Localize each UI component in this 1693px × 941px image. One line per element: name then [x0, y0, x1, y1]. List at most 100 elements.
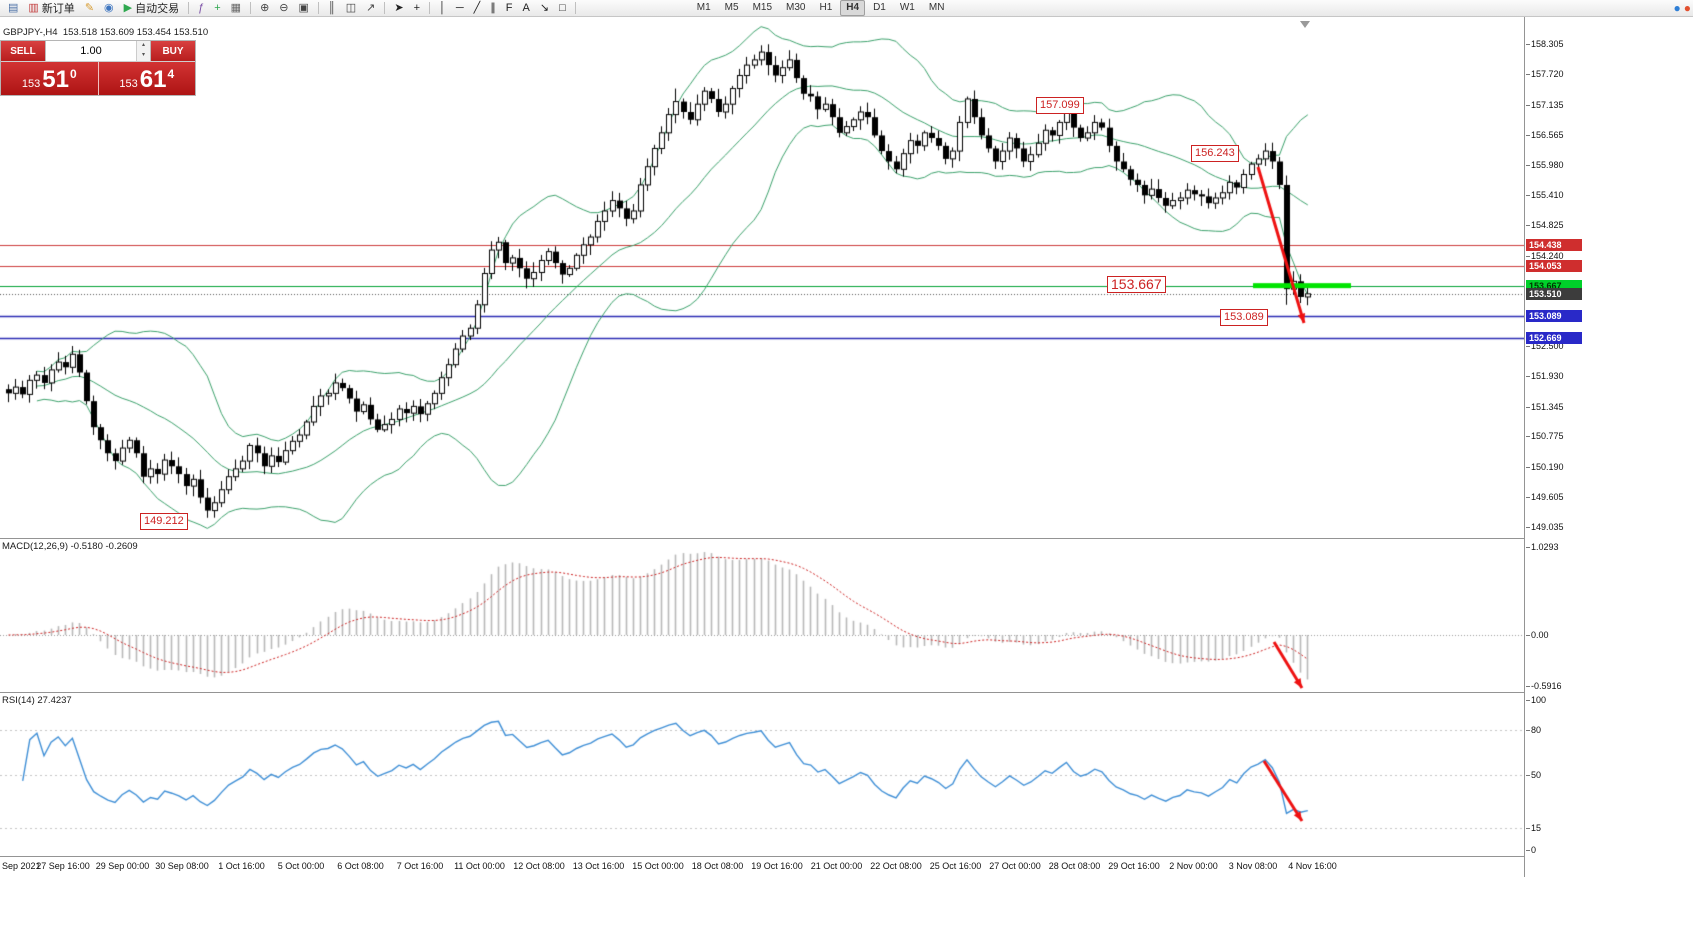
toolbar-separator	[574, 2, 576, 14]
ohlc-values: 153.518 153.609 153.454 153.510	[62, 27, 209, 38]
crosshair-icon[interactable]: +	[410, 0, 424, 17]
time-label: 27 Oct 00:00	[989, 861, 1041, 871]
price-tick: 158.305	[1526, 39, 1564, 49]
volume-up-button[interactable]: ▴	[137, 41, 150, 51]
vline-tool-icon[interactable]: │	[435, 0, 450, 17]
community-icon[interactable]: ◉	[100, 0, 118, 17]
rsi-canvas[interactable]	[0, 693, 1524, 856]
time-label: 2 Nov 00:00	[1169, 861, 1218, 871]
new-chart-icon[interactable]: ▤	[4, 0, 22, 17]
buy-button[interactable]: BUY	[151, 41, 195, 61]
price-tick: 155.410	[1526, 189, 1564, 200]
trendline-tool-icon: ╱	[473, 1, 481, 14]
cursor-icon: ➤	[394, 1, 404, 14]
add-object-icon[interactable]: +	[210, 0, 224, 17]
rsi-axis-tick: 15	[1525, 822, 1542, 833]
volume-input[interactable]	[46, 41, 136, 61]
time-label: 19 Oct 16:00	[751, 861, 803, 871]
toolbar-separator	[250, 2, 252, 14]
price-label-object[interactable]: 153.089	[1220, 309, 1268, 326]
community-badge-icon[interactable]: ●	[1673, 1, 1681, 15]
rsi-axis-tick: 50	[1525, 770, 1542, 780]
price-label-object[interactable]: 157.099	[1036, 97, 1084, 114]
rsi-axis-tick: 0	[1525, 845, 1537, 855]
new-order-button[interactable]: ▥ 新订单	[24, 0, 78, 17]
indicators-icon[interactable]: ƒ	[194, 0, 208, 17]
zoom-out-icon[interactable]: ⊖	[275, 0, 292, 17]
channel-tool-icon: ∥	[490, 1, 496, 14]
candlestick-chart-icon[interactable]: ◫	[342, 0, 360, 17]
fibonacci-tool-icon[interactable]: F	[502, 0, 517, 17]
arrow-tool-icon[interactable]: ↘	[536, 0, 553, 17]
shapes-tool-icon[interactable]: □	[555, 0, 570, 17]
autotrading-button: ▶	[123, 1, 133, 14]
zoom-out-icon: ⊖	[279, 1, 289, 14]
chart-shift-marker[interactable]	[1300, 21, 1310, 28]
timeframe-button-mn[interactable]: MN	[928, 2, 945, 13]
time-label: 5 Oct 00:00	[277, 861, 325, 871]
symbol-label: GBPJPY-,H4	[3, 27, 58, 38]
price-tick: 149.605	[1526, 492, 1564, 503]
price-label-object[interactable]: 156.243	[1191, 145, 1239, 162]
time-axis[interactable]: Sep 2021 27 Sep 16:00 29 Sep 00:00 30 Sep 0…	[0, 857, 1524, 877]
macd-label: MACD(12,26,9) -0.5180 -0.2609	[2, 541, 138, 552]
hline-tool-icon[interactable]: ─	[452, 0, 468, 17]
timeframe-button-d1[interactable]: D1	[873, 2, 886, 13]
autotrading-button[interactable]: ▶ 自动交易	[120, 0, 183, 17]
macd-axis-tick: 0.00	[1526, 630, 1549, 640]
macd-panel: MACD(12,26,9) -0.5180 -0.2609	[0, 539, 1524, 693]
toolbar-separator	[384, 2, 386, 14]
timeframe-button-m5[interactable]: M5	[724, 2, 739, 13]
bar-chart-icon[interactable]: ║	[324, 0, 340, 17]
templates-icon: ▦	[230, 1, 242, 14]
buy-price[interactable]: 153 61 4	[98, 62, 195, 95]
templates-icon[interactable]: ▦	[227, 0, 245, 17]
axis-price-tag: 152.669	[1526, 331, 1582, 344]
cursor-icon[interactable]: ➤	[390, 0, 407, 17]
main-chart-panel: GBPJPY-,H4 153.518 153.609 153.454 153.5…	[0, 17, 1524, 539]
timeframe-button-m1[interactable]: M1	[696, 2, 711, 13]
timeframe-button-h1[interactable]: H1	[819, 2, 833, 13]
channel-tool-icon[interactable]: ∥	[486, 0, 500, 17]
price-axis[interactable]: 158.305 157.720 157.135 156.565 155.980 155.4…	[1524, 17, 1693, 877]
line-chart-icon[interactable]: ↗	[362, 0, 379, 17]
macd-canvas[interactable]	[0, 539, 1524, 692]
metaeditor-icon[interactable]: ✎	[81, 0, 98, 17]
price-tick: 154.240	[1526, 250, 1564, 261]
main-chart-canvas[interactable]	[0, 17, 1524, 538]
time-label: 30 Sep 08:00	[155, 861, 209, 871]
text-tool-icon: A	[522, 1, 530, 14]
arrow-tool-icon: ↘	[539, 1, 550, 14]
time-label: 21 Oct 00:00	[810, 861, 863, 871]
price-label-object[interactable]: 153.667	[1107, 276, 1166, 293]
timeframe-button-m30[interactable]: M30	[786, 2, 806, 13]
macd-axis-tick: -0.5916	[1526, 680, 1562, 691]
one-click-trade-panel: SELL ▴ ▾ BUY 153 51 0 153	[0, 40, 196, 96]
toolbar-separator	[188, 2, 190, 14]
price-tick: 151.930	[1526, 371, 1564, 382]
time-label: 11 Oct 00:00	[454, 861, 505, 871]
sell-price[interactable]: 153 51 0	[1, 62, 99, 95]
price-tick: 154.825	[1526, 220, 1564, 231]
zoom-in-icon[interactable]: ⊕	[256, 0, 273, 17]
timeframe-button-m15[interactable]: M15	[752, 2, 773, 13]
rsi-label: RSI(14) 27.4237	[2, 695, 72, 706]
text-tool-icon[interactable]: A	[519, 0, 534, 17]
price-tick: 155.980	[1526, 160, 1564, 171]
price-tick: 157.720	[1526, 69, 1564, 80]
volume-down-button[interactable]: ▾	[137, 51, 150, 61]
price-label-object[interactable]: 149.212	[140, 513, 188, 530]
trendline-tool-icon[interactable]: ╱	[470, 0, 485, 17]
new-order-button-label: 新订单	[41, 3, 75, 15]
metaeditor-icon: ✎	[84, 1, 95, 14]
time-label: 4 Nov 16:00	[1288, 861, 1337, 871]
timeframe-button-w1[interactable]: W1	[899, 2, 915, 13]
timeframe-button-h4[interactable]: H4	[840, 0, 866, 16]
tile-windows-icon[interactable]: ▣	[295, 0, 313, 17]
axis-price-tag: 153.510	[1526, 287, 1582, 300]
price-tick: 151.345	[1526, 401, 1564, 412]
sell-button[interactable]: SELL	[1, 41, 45, 61]
indicators-icon: ƒ	[198, 1, 205, 14]
alert-badge-icon[interactable]: ●	[1683, 1, 1691, 15]
